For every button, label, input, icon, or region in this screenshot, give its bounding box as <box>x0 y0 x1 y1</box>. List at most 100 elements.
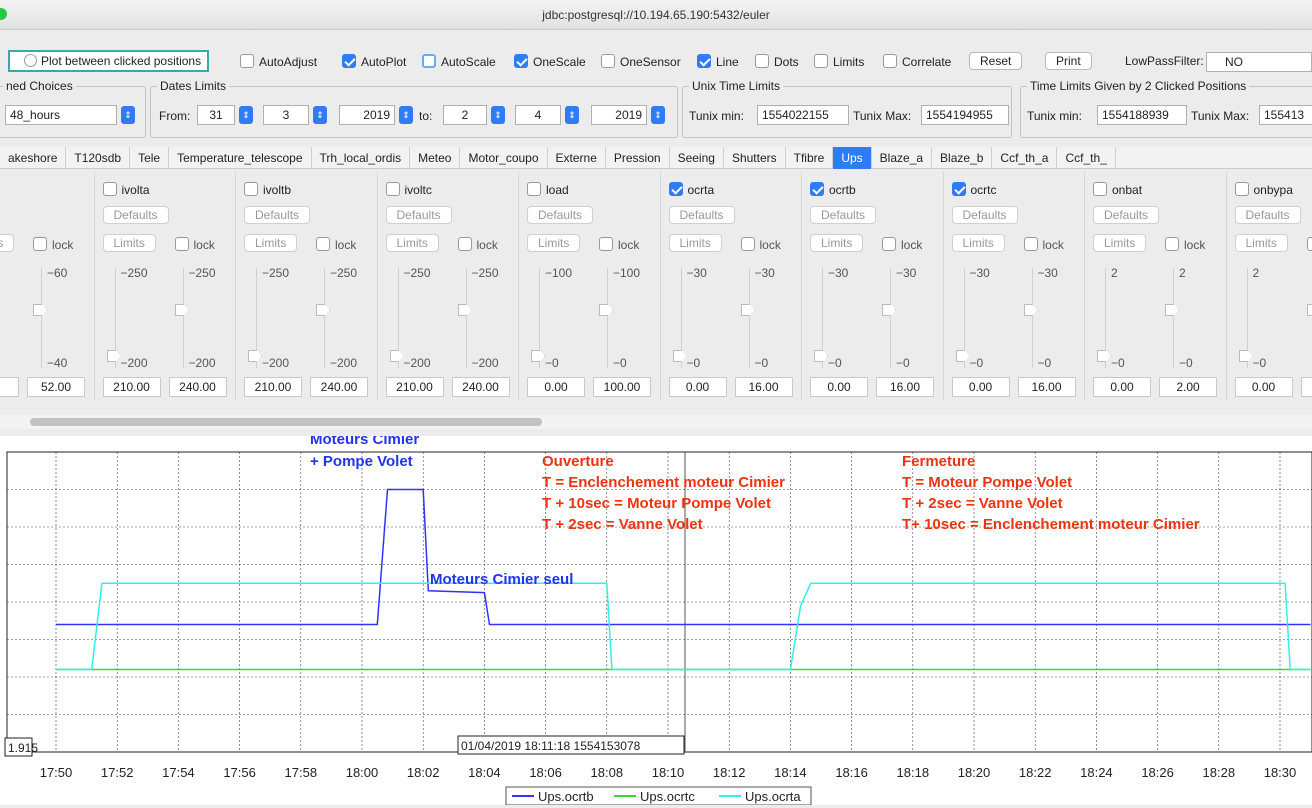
min-value-field[interactable]: 0.00 <box>1093 377 1151 397</box>
checkbox-icon[interactable] <box>1235 182 1249 196</box>
min-slider[interactable]: 2−0 <box>1239 268 1281 368</box>
sensor-checkbox[interactable]: onbat <box>1093 182 1142 197</box>
max-value-field[interactable]: 100.00 <box>593 377 651 397</box>
slider-thumb[interactable] <box>1024 304 1038 316</box>
slider-thumb[interactable] <box>390 350 404 362</box>
sensor-checkbox[interactable]: load <box>527 182 569 197</box>
checkbox-icon[interactable] <box>1024 237 1038 251</box>
defaults-button[interactable]: Defaults <box>1235 206 1301 224</box>
max-slider[interactable]: −30−0 <box>882 268 924 368</box>
min-slider[interactable] <box>0 268 7 368</box>
max-value-field[interactable]: 240.00 <box>310 377 368 397</box>
min-value-field[interactable]: 0.00 <box>527 377 585 397</box>
max-value-field[interactable]: 16.00 <box>876 377 934 397</box>
sensor-checkbox[interactable]: ocrta <box>669 182 715 197</box>
lock-checkbox[interactable]: lock <box>175 237 215 252</box>
min-value-field[interactable]: 0.00 <box>952 377 1010 397</box>
defaults-button[interactable]: Defaults <box>952 206 1018 224</box>
slider-thumb[interactable] <box>599 304 613 316</box>
slider-thumb[interactable] <box>1097 350 1111 362</box>
max-slider[interactable]: −100−0 <box>599 268 641 368</box>
defaults-button[interactable]: Defaults <box>669 206 735 224</box>
min-value-field[interactable]: 210.00 <box>244 377 302 397</box>
defaults-button[interactable]: Defaults <box>1093 206 1159 224</box>
limits-button[interactable]: Limits <box>0 234 14 252</box>
min-slider[interactable]: −250−200 <box>107 268 149 368</box>
lock-checkbox[interactable]: lock <box>458 237 498 252</box>
slider-thumb[interactable] <box>248 350 262 362</box>
min-slider[interactable]: −30−0 <box>673 268 715 368</box>
slider-thumb[interactable] <box>458 304 472 316</box>
limits-button[interactable]: Limits <box>386 234 439 252</box>
max-value-field[interactable]: 240.00 <box>452 377 510 397</box>
checkbox-icon[interactable] <box>741 237 755 251</box>
min-value-field[interactable]: 0.00 <box>669 377 727 397</box>
sensor-checkbox[interactable]: ivoltc <box>386 182 432 197</box>
checkbox-icon[interactable] <box>458 237 472 251</box>
min-value-field[interactable]: 210.00 <box>103 377 161 397</box>
min-value-field[interactable]: 0.00 <box>810 377 868 397</box>
checkbox-icon[interactable] <box>386 182 400 196</box>
scrollbar-thumb[interactable] <box>30 418 542 426</box>
max-value-field[interactable]: 16.00 <box>735 377 793 397</box>
max-value-field[interactable] <box>1301 377 1312 397</box>
defaults-button[interactable]: Defaults <box>103 206 169 224</box>
max-slider[interactable]: −250−200 <box>458 268 500 368</box>
defaults-button[interactable]: Defaults <box>244 206 310 224</box>
checkbox-icon[interactable] <box>952 182 966 196</box>
min-value-field[interactable]: 0.00 <box>1235 377 1293 397</box>
checkbox-icon[interactable] <box>103 182 117 196</box>
sensor-checkbox[interactable]: onbypa <box>1235 182 1293 197</box>
limits-button[interactable]: Limits <box>810 234 863 252</box>
checkbox-icon[interactable] <box>1165 237 1179 251</box>
checkbox-icon[interactable] <box>244 182 258 196</box>
sensor-checkbox[interactable]: ocrtb <box>810 182 856 197</box>
max-value-field[interactable]: 2.00 <box>1159 377 1217 397</box>
checkbox-icon[interactable] <box>810 182 824 196</box>
lock-checkbox[interactable]: lock <box>599 237 639 252</box>
checkbox-icon[interactable] <box>1093 182 1107 196</box>
checkbox-icon[interactable] <box>33 237 47 251</box>
checkbox-icon[interactable] <box>599 237 613 251</box>
max-value-field[interactable]: 52.00 <box>27 377 85 397</box>
limits-button[interactable]: Limits <box>244 234 297 252</box>
checkbox-icon[interactable] <box>1307 237 1312 251</box>
slider-thumb[interactable] <box>1239 350 1253 362</box>
defaults-button[interactable]: Defaults <box>810 206 876 224</box>
slider-thumb[interactable] <box>531 350 545 362</box>
limits-button[interactable]: Limits <box>103 234 156 252</box>
checkbox-icon[interactable] <box>316 237 330 251</box>
lock-checkbox[interactable]: lock <box>1024 237 1064 252</box>
max-slider[interactable]: −250−200 <box>316 268 358 368</box>
max-value-field[interactable]: 16.00 <box>1018 377 1076 397</box>
lock-checkbox[interactable]: lock <box>1165 237 1205 252</box>
lock-checkbox[interactable]: lock <box>882 237 922 252</box>
slider-thumb[interactable] <box>882 304 896 316</box>
slider-thumb[interactable] <box>1307 304 1312 316</box>
limits-button[interactable]: Limits <box>527 234 580 252</box>
slider-thumb[interactable] <box>175 304 189 316</box>
max-slider[interactable]: −30−0 <box>741 268 783 368</box>
sensor-checkbox[interactable]: ocrtc <box>952 182 997 197</box>
slider-thumb[interactable] <box>814 350 828 362</box>
max-slider[interactable] <box>1307 268 1312 368</box>
lock-checkbox[interactable]: lock <box>1307 237 1312 252</box>
checkbox-icon[interactable] <box>882 237 896 251</box>
max-slider[interactable]: −60−40 <box>33 268 75 368</box>
min-slider[interactable]: −30−0 <box>814 268 856 368</box>
defaults-button[interactable]: Defaults <box>386 206 452 224</box>
min-value-field[interactable] <box>0 377 19 397</box>
limits-button[interactable]: Limits <box>1235 234 1288 252</box>
limits-button[interactable]: Limits <box>1093 234 1146 252</box>
max-slider[interactable]: 2−0 <box>1165 268 1207 368</box>
slider-thumb[interactable] <box>107 350 121 362</box>
slider-thumb[interactable] <box>316 304 330 316</box>
lock-checkbox[interactable]: lock <box>33 237 73 252</box>
min-slider[interactable]: −30−0 <box>956 268 998 368</box>
slider-thumb[interactable] <box>673 350 687 362</box>
lock-checkbox[interactable]: lock <box>741 237 781 252</box>
checkbox-icon[interactable] <box>527 182 541 196</box>
limits-button[interactable]: Limits <box>952 234 1005 252</box>
